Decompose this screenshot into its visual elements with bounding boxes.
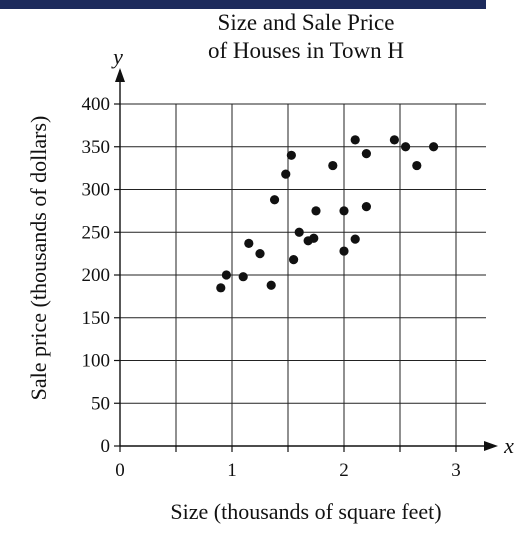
data-point: [255, 249, 265, 259]
x-tick-label: 2: [339, 460, 349, 481]
x-axis-variable: x: [503, 433, 514, 458]
data-point: [216, 283, 226, 293]
tick-labels: 0 50 100 150 200 250 300 350 400 0 1 2 3: [82, 94, 461, 481]
data-point: [389, 135, 399, 145]
y-axis-label: Sale price (thousands of dollars): [26, 116, 51, 401]
data-point: [244, 238, 254, 248]
data-point: [412, 160, 422, 171]
data-point: [401, 142, 411, 152]
data-point: [311, 206, 321, 216]
axes: [114, 68, 498, 452]
chart-title-line-1: Size and Sale Price: [218, 10, 395, 35]
data-point: [339, 206, 349, 216]
gridlines: [120, 103, 486, 446]
data-point: [328, 160, 338, 171]
y-tick-label: 200: [82, 265, 111, 286]
data-point: [361, 148, 371, 159]
data-point: [238, 272, 248, 282]
x-tick-label: 3: [451, 460, 461, 481]
data-point: [339, 246, 349, 256]
data-point: [350, 135, 360, 145]
data-point: [266, 280, 276, 290]
data-point: [294, 227, 304, 237]
y-tick-label: 300: [82, 180, 111, 201]
data-point: [281, 169, 291, 179]
y-tick-label: 150: [82, 308, 111, 329]
data-point: [221, 270, 231, 280]
chart-title-line-2: of Houses in Town H: [208, 38, 404, 63]
x-tick-label: 0: [115, 460, 125, 481]
data-point: [361, 202, 371, 212]
y-axis-variable: y: [111, 44, 123, 69]
data-point: [269, 195, 280, 205]
data-point: [429, 142, 439, 152]
data-point: [289, 255, 299, 265]
data-points: [216, 135, 439, 293]
x-axis-label: Size (thousands of square feet): [170, 499, 441, 524]
data-point: [286, 150, 296, 160]
y-tick-label: 250: [82, 222, 111, 243]
y-tick-label: 100: [82, 351, 111, 372]
y-tick-label: 350: [82, 137, 111, 158]
x-axis-arrow: [484, 441, 498, 451]
y-tick-label: 50: [91, 393, 110, 414]
top-banner-bar: [0, 0, 486, 9]
data-point: [350, 234, 360, 244]
y-axis-arrow: [115, 68, 125, 82]
data-point: [309, 233, 319, 243]
y-tick-label: 0: [101, 436, 111, 457]
y-tick-label: 400: [82, 94, 111, 115]
x-tick-label: 1: [227, 460, 237, 481]
